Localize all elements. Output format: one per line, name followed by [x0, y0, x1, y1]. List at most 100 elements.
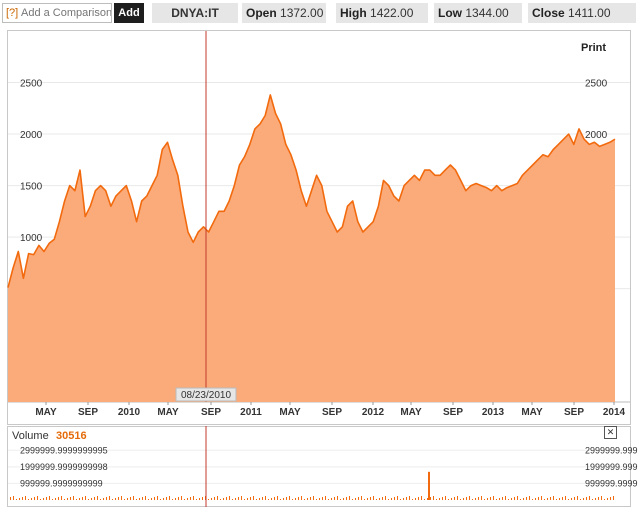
volume-bar: [328, 499, 329, 500]
volume-bar: [322, 497, 323, 500]
x-tick-label: 2014: [603, 407, 626, 418]
volume-value: 30516: [56, 430, 87, 442]
volume-bar: [100, 499, 101, 500]
volume-bar: [487, 498, 488, 500]
volume-bar: [406, 497, 407, 500]
volume-bar: [280, 499, 281, 500]
volume-bar: [400, 499, 401, 500]
print-button[interactable]: Print: [581, 42, 607, 54]
volume-bar: [391, 498, 392, 500]
volume-bar: [412, 499, 413, 500]
volume-bar: [604, 499, 605, 500]
volume-bar: [421, 496, 422, 500]
volume-bar: [199, 498, 200, 500]
volume-bar: [190, 497, 191, 500]
y-tick-label-left: 2500: [20, 79, 43, 90]
volume-label: Volume: [12, 430, 49, 442]
volume-bar: [145, 496, 146, 500]
volume-bar: [193, 496, 194, 500]
volume-bar: [346, 497, 347, 500]
add-comparison-button[interactable]: Add: [114, 3, 144, 23]
volume-bar: [268, 499, 269, 500]
volume-bar: [394, 497, 395, 500]
volume-bar: [541, 496, 542, 500]
volume-bar: [181, 496, 182, 500]
volume-bar: [433, 496, 434, 500]
volume-bar: [127, 498, 128, 500]
volume-bar: [73, 496, 74, 500]
volume-bar: [517, 496, 518, 500]
volume-bar: [130, 497, 131, 500]
x-tick-label: SEP: [564, 407, 584, 418]
volume-bar: [94, 497, 95, 500]
volume-bar: [10, 497, 11, 500]
volume-bar: [490, 497, 491, 500]
volume-bar: [55, 498, 56, 500]
volume-bar: [229, 496, 230, 500]
volume-bar: [430, 497, 431, 500]
volume-bar: [136, 499, 137, 500]
volume-bar: [352, 499, 353, 500]
volume-bar: [52, 499, 53, 500]
open-price: Open 1372.00: [242, 3, 326, 23]
volume-bar: [463, 498, 464, 500]
comparison-input[interactable]: [21, 5, 111, 21]
volume-bar: [571, 498, 572, 500]
volume-bar: [112, 499, 113, 500]
volume-bar: [469, 496, 470, 500]
volume-bar: [19, 498, 20, 500]
volume-bar: [547, 498, 548, 500]
volume-bar: [340, 499, 341, 500]
volume-bar: [454, 497, 455, 500]
y-tick-label-left: 1000: [20, 233, 43, 244]
volume-bar: [589, 496, 590, 500]
volume-bar: [256, 499, 257, 500]
volume-bar: [43, 498, 44, 500]
volume-bar: [610, 497, 611, 500]
volume-bar: [436, 499, 437, 500]
volume-bar: [532, 499, 533, 500]
volume-bar: [298, 497, 299, 500]
volume-bar: [154, 497, 155, 500]
y-tick-label-right: 2000: [585, 130, 608, 141]
volume-bar: [325, 496, 326, 500]
volume-bar: [586, 497, 587, 500]
volume-bar: [370, 497, 371, 500]
volume-bar: [79, 498, 80, 500]
close-price: Close 1411.00: [528, 3, 636, 23]
help-icon[interactable]: [?]: [6, 7, 19, 19]
volume-bar: [376, 499, 377, 500]
low-value: 1344.00: [465, 6, 509, 20]
volume-bar: [535, 498, 536, 500]
volume-bar: [214, 497, 215, 500]
y-tick-label-right: 2500: [585, 79, 608, 90]
volume-bar: [550, 497, 551, 500]
volume-bar: [211, 498, 212, 500]
volume-bar: [538, 497, 539, 500]
volume-bar: [208, 499, 209, 500]
x-tick-label: MAY: [521, 407, 543, 418]
volume-bar: [178, 497, 179, 500]
low-label: Low: [438, 6, 462, 20]
volume-bar: [502, 497, 503, 500]
volume-bar: [304, 499, 305, 500]
volume-bar: [403, 498, 404, 500]
open-label: Open: [246, 6, 277, 20]
volume-bar: [259, 498, 260, 500]
volume-bar: [61, 496, 62, 500]
y-tick-label-left: 1500: [20, 182, 43, 193]
volume-bar: [241, 496, 242, 500]
volume-tick-left: 1999999.9999999998: [20, 462, 108, 472]
volume-bar: [226, 497, 227, 500]
x-tick-label: MAY: [157, 407, 179, 418]
volume-tick-right: 1999999.9999999998: [585, 462, 638, 472]
comparison-input-wrap[interactable]: [?]: [2, 3, 112, 23]
volume-bar: [175, 498, 176, 500]
volume-bar: [580, 499, 581, 500]
volume-bar: [283, 498, 284, 500]
volume-bar: [583, 498, 584, 500]
volume-bar: [91, 498, 92, 500]
close-icon[interactable]: ✕: [604, 426, 617, 439]
volume-bar: [556, 499, 557, 500]
